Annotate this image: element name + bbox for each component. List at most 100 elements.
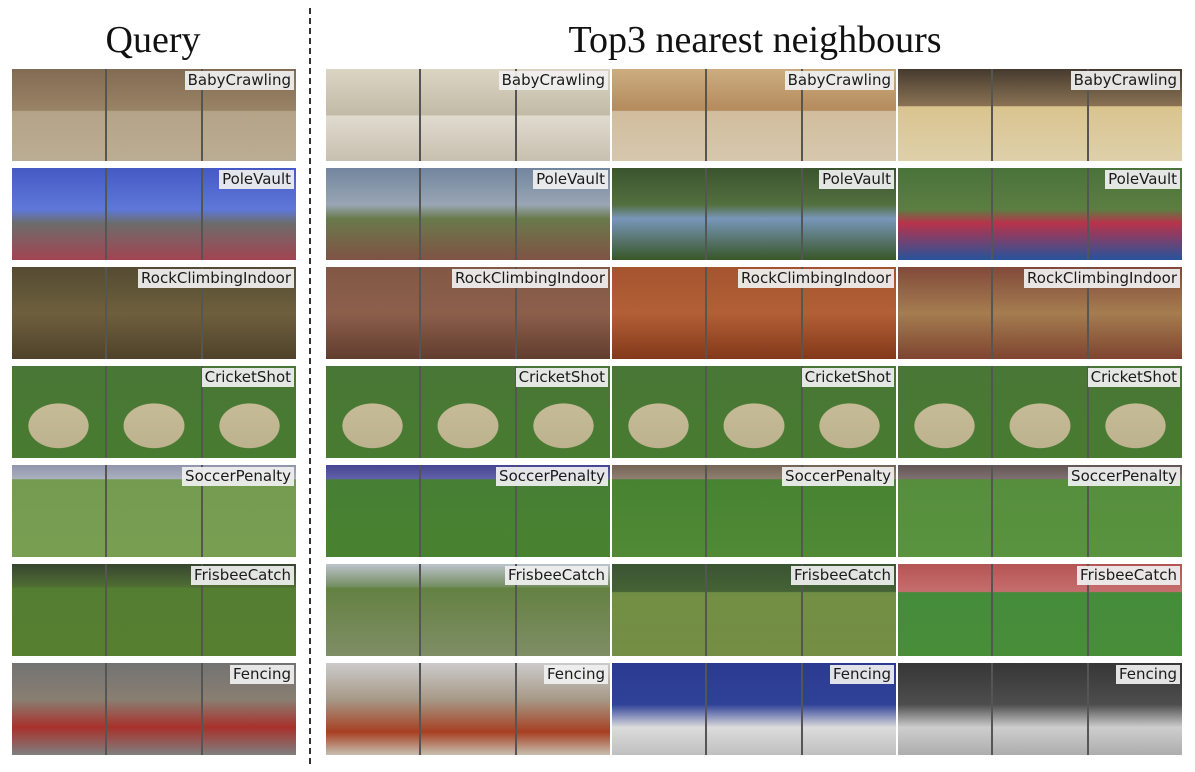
video-frame xyxy=(326,366,420,458)
video-frame xyxy=(898,564,992,656)
neighbour-clip-1: FrisbeeCatch xyxy=(326,564,610,656)
class-label: SoccerPenalty xyxy=(782,467,894,486)
video-frame xyxy=(12,267,106,359)
query-heading: Query xyxy=(105,19,201,61)
class-label: RockClimbingIndoor xyxy=(452,269,608,288)
video-frame xyxy=(421,564,515,656)
video-frame xyxy=(993,168,1087,260)
video-frame xyxy=(707,366,801,458)
video-frame xyxy=(612,663,706,755)
class-label: SoccerPenalty xyxy=(1068,467,1180,486)
video-frame xyxy=(326,69,420,161)
class-label: Fencing xyxy=(230,665,294,684)
class-label: FrisbeeCatch xyxy=(191,566,294,585)
video-frame xyxy=(326,564,420,656)
video-frame xyxy=(898,663,992,755)
video-frame xyxy=(612,465,706,557)
class-label: RockClimbingIndoor xyxy=(1024,269,1180,288)
video-frame xyxy=(707,663,801,755)
video-frame xyxy=(898,168,992,260)
query-clip: RockClimbingIndoor xyxy=(12,267,296,359)
class-label: CricketShot xyxy=(201,368,294,387)
video-frame xyxy=(326,465,420,557)
video-frame xyxy=(612,564,706,656)
video-frame xyxy=(107,564,201,656)
class-label: CricketShot xyxy=(515,368,608,387)
neighbour-clip-3: RockClimbingIndoor xyxy=(898,267,1182,359)
class-label: Fencing xyxy=(544,665,608,684)
video-frame xyxy=(421,69,515,161)
neighbour-clip-2: BabyCrawling xyxy=(612,69,896,161)
video-frame xyxy=(107,168,201,260)
nearest-neighbours-heading: Top3 nearest neighbours xyxy=(568,19,942,61)
video-frame xyxy=(12,465,106,557)
class-label: SoccerPenalty xyxy=(496,467,608,486)
class-label: SoccerPenalty xyxy=(182,467,294,486)
video-frame xyxy=(898,465,992,557)
class-label: Fencing xyxy=(1116,665,1180,684)
video-frame xyxy=(12,168,106,260)
class-label: BabyCrawling xyxy=(784,71,894,90)
neighbour-clip-1: SoccerPenalty xyxy=(326,465,610,557)
video-frame xyxy=(612,69,706,161)
class-label: BabyCrawling xyxy=(498,71,608,90)
query-clip: Fencing xyxy=(12,663,296,755)
video-frame xyxy=(421,663,515,755)
class-label: PoleVault xyxy=(533,170,608,189)
video-frame xyxy=(898,69,992,161)
class-label: FrisbeeCatch xyxy=(791,566,894,585)
video-frame xyxy=(898,366,992,458)
neighbour-clip-3: SoccerPenalty xyxy=(898,465,1182,557)
class-label: CricketShot xyxy=(1087,368,1180,387)
neighbour-clip-1: RockClimbingIndoor xyxy=(326,267,610,359)
column-divider xyxy=(309,8,311,764)
video-frame xyxy=(12,69,106,161)
video-frame xyxy=(12,366,106,458)
video-frame xyxy=(326,663,420,755)
class-label: RockClimbingIndoor xyxy=(738,269,894,288)
video-frame xyxy=(12,663,106,755)
neighbour-clip-2: Fencing xyxy=(612,663,896,755)
neighbour-clip-3: BabyCrawling xyxy=(898,69,1182,161)
video-frame xyxy=(612,366,706,458)
neighbour-clip-1: CricketShot xyxy=(326,366,610,458)
neighbour-clip-2: RockClimbingIndoor xyxy=(612,267,896,359)
video-frame xyxy=(707,168,801,260)
class-label: PoleVault xyxy=(219,170,294,189)
query-clip: BabyCrawling xyxy=(12,69,296,161)
video-frame xyxy=(326,168,420,260)
class-label: FrisbeeCatch xyxy=(505,566,608,585)
neighbour-clip-3: CricketShot xyxy=(898,366,1182,458)
class-label: PoleVault xyxy=(819,170,894,189)
video-frame xyxy=(993,564,1087,656)
class-label: BabyCrawling xyxy=(184,71,294,90)
video-frame xyxy=(326,267,420,359)
neighbour-clip-3: PoleVault xyxy=(898,168,1182,260)
video-frame xyxy=(993,366,1087,458)
class-label: Fencing xyxy=(830,665,894,684)
video-frame xyxy=(107,663,201,755)
neighbour-clip-3: FrisbeeCatch xyxy=(898,564,1182,656)
neighbour-clip-2: PoleVault xyxy=(612,168,896,260)
neighbour-clip-1: PoleVault xyxy=(326,168,610,260)
video-frame xyxy=(421,366,515,458)
video-frame xyxy=(898,267,992,359)
video-frame xyxy=(707,564,801,656)
class-label: PoleVault xyxy=(1105,170,1180,189)
video-frame xyxy=(612,168,706,260)
query-clip: SoccerPenalty xyxy=(12,465,296,557)
class-label: BabyCrawling xyxy=(1070,71,1180,90)
video-frame xyxy=(421,168,515,260)
neighbour-clip-2: CricketShot xyxy=(612,366,896,458)
neighbour-clip-1: BabyCrawling xyxy=(326,69,610,161)
class-label: RockClimbingIndoor xyxy=(138,269,294,288)
query-clip: FrisbeeCatch xyxy=(12,564,296,656)
class-label: FrisbeeCatch xyxy=(1077,566,1180,585)
neighbour-clip-2: FrisbeeCatch xyxy=(612,564,896,656)
neighbour-clip-2: SoccerPenalty xyxy=(612,465,896,557)
video-frame xyxy=(993,663,1087,755)
query-clip: PoleVault xyxy=(12,168,296,260)
video-frame xyxy=(107,366,201,458)
query-clip: CricketShot xyxy=(12,366,296,458)
neighbour-clip-1: Fencing xyxy=(326,663,610,755)
